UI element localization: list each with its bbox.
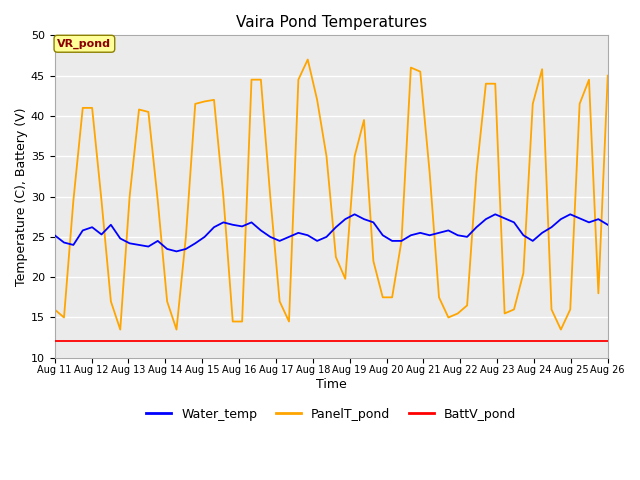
PanelT_pond (116, 327, 124, 333)
BattV_pond (604, 338, 612, 344)
Line: PanelT_pond: PanelT_pond (54, 60, 608, 330)
Text: VR_pond: VR_pond (58, 38, 111, 49)
PanelT_pond (51, 307, 58, 312)
BattV_pond (145, 338, 152, 344)
Water_temp (604, 222, 612, 228)
PanelT_pond (238, 319, 246, 324)
BattV_pond (238, 338, 246, 344)
X-axis label: Time: Time (316, 378, 347, 391)
PanelT_pond (220, 194, 227, 200)
Water_temp (238, 224, 246, 229)
BattV_pond (397, 338, 405, 344)
Legend: Water_temp, PanelT_pond, BattV_pond: Water_temp, PanelT_pond, BattV_pond (141, 403, 521, 426)
Water_temp (220, 219, 227, 225)
BattV_pond (229, 338, 237, 344)
PanelT_pond (604, 73, 612, 79)
Line: Water_temp: Water_temp (54, 214, 608, 252)
Title: Vaira Pond Temperatures: Vaira Pond Temperatures (236, 15, 427, 30)
Water_temp (51, 232, 58, 238)
Water_temp (173, 249, 180, 254)
PanelT_pond (201, 98, 209, 104)
PanelT_pond (154, 198, 161, 204)
Water_temp (417, 230, 424, 236)
PanelT_pond (304, 57, 312, 62)
Y-axis label: Temperature (C), Battery (V): Temperature (C), Battery (V) (15, 108, 28, 286)
Water_temp (351, 211, 358, 217)
PanelT_pond (417, 69, 424, 74)
Water_temp (145, 244, 152, 250)
Water_temp (248, 219, 255, 225)
BattV_pond (191, 338, 199, 344)
BattV_pond (210, 338, 218, 344)
Water_temp (201, 234, 209, 240)
PanelT_pond (248, 77, 255, 83)
BattV_pond (51, 338, 58, 344)
